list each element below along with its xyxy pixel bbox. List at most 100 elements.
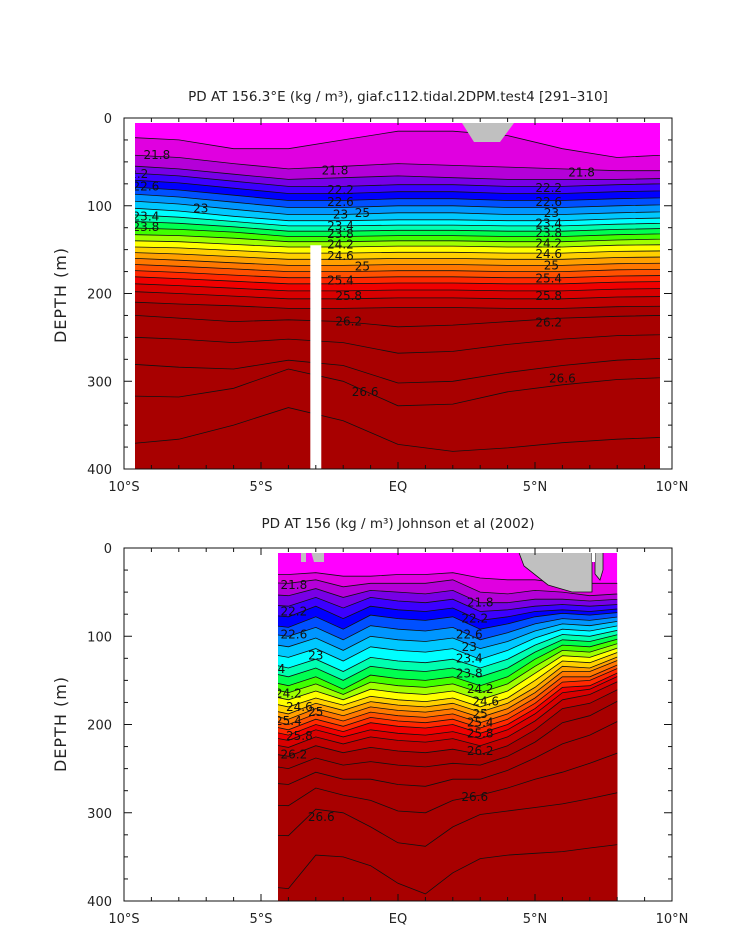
contour-line-24.0 bbox=[135, 234, 660, 243]
x-tick-label: 5°S bbox=[249, 912, 272, 927]
missing-patch bbox=[311, 553, 324, 562]
contour-label: 23 bbox=[333, 208, 348, 222]
contour-line-24.2 bbox=[278, 647, 618, 701]
contour-line-24.6 bbox=[135, 252, 660, 260]
contour-label: 23.8 bbox=[456, 666, 483, 680]
contour-label: 21.8 bbox=[281, 578, 308, 592]
panel-top: PD AT 156.3°E (kg / m³), giaf.c112.tidal… bbox=[51, 89, 689, 495]
contour-line-26.6 bbox=[278, 792, 618, 847]
contour-line-26.2 bbox=[278, 700, 618, 770]
contour-line-25.2 bbox=[278, 668, 618, 731]
x-tick-label: 10°N bbox=[656, 912, 689, 927]
contour-label: 23.8 bbox=[327, 227, 354, 241]
contour-label: 25.4 bbox=[467, 716, 494, 730]
contour-label: 24.6 bbox=[472, 695, 499, 709]
contour-line-22.2 bbox=[135, 172, 660, 187]
contour-label: 25.4 bbox=[535, 272, 562, 286]
contour-label: 25.8 bbox=[467, 726, 494, 740]
contour-line-24.4 bbox=[278, 652, 618, 708]
contour-line-25.4 bbox=[278, 672, 618, 736]
contour-line-24.4 bbox=[135, 246, 660, 254]
contour-label: 25.4 bbox=[327, 273, 354, 287]
contour-line-25.2 bbox=[135, 270, 660, 279]
contour-label: 25 bbox=[355, 259, 370, 273]
contour-line-23.8 bbox=[278, 638, 618, 690]
contour-label: 22.2 bbox=[327, 183, 354, 197]
missing-patch bbox=[462, 123, 514, 142]
contour-line-23.8 bbox=[135, 227, 660, 237]
missing-patch bbox=[518, 553, 593, 593]
x-tick-label: 5°N bbox=[523, 480, 548, 495]
missing-patch bbox=[594, 553, 604, 581]
contour-label: 22.2 bbox=[122, 167, 149, 181]
contour-label: 24.2 bbox=[327, 237, 354, 251]
missing-patch bbox=[301, 553, 306, 562]
contour-label: 24.6 bbox=[535, 247, 562, 261]
contour-label: 23.8 bbox=[535, 226, 562, 240]
contour-label: 23.4 bbox=[535, 216, 562, 230]
contour-line-21.6 bbox=[135, 130, 660, 158]
contour-line-22.6 bbox=[135, 186, 660, 201]
contour-line-26.4 bbox=[135, 334, 660, 354]
contour-line-22.0 bbox=[135, 165, 660, 180]
contour-label: 22.6 bbox=[281, 627, 308, 641]
y-tick-label: 400 bbox=[87, 463, 112, 478]
contour-line-23.0 bbox=[278, 621, 618, 651]
missing-gap bbox=[592, 553, 595, 562]
contour-line-24.0 bbox=[278, 643, 618, 695]
contour-label: 22.6 bbox=[327, 195, 354, 209]
contour-line-23.2 bbox=[135, 207, 660, 222]
contour-label: 24.2 bbox=[535, 236, 562, 250]
contour-line-23.6 bbox=[135, 221, 660, 232]
contour-line-22.6 bbox=[278, 612, 618, 630]
contour-line-23.0 bbox=[135, 200, 660, 215]
contour-line-25.6 bbox=[278, 676, 618, 741]
contour-label: 22.6 bbox=[133, 179, 160, 193]
contour-label: 25 bbox=[544, 258, 559, 272]
y-tick-label: 300 bbox=[87, 375, 112, 390]
x-tick-label: 10°S bbox=[108, 480, 139, 495]
x-tick-label: 5°N bbox=[523, 912, 548, 927]
contour-line-26.5 bbox=[135, 358, 660, 384]
contour-line-26.0 bbox=[278, 689, 618, 757]
x-tick-label: EQ bbox=[389, 912, 407, 927]
contour-line-22.4 bbox=[278, 605, 618, 621]
y-tick-label: 100 bbox=[87, 630, 112, 645]
contour-label: 26.6 bbox=[308, 810, 335, 824]
y-tick-label: 0 bbox=[104, 542, 112, 557]
x-tick-label: 10°S bbox=[108, 912, 139, 927]
y-axis-label: DEPTH (m) bbox=[51, 676, 70, 772]
contour-line-22.8 bbox=[135, 193, 660, 208]
contour-label: 25 bbox=[355, 206, 370, 220]
missing-column bbox=[310, 245, 322, 469]
contour-band-26.7 bbox=[135, 407, 660, 469]
contour-line-21.8 bbox=[135, 154, 660, 172]
contour-line-26.7 bbox=[135, 407, 660, 452]
x-tick-label: 10°N bbox=[656, 480, 689, 495]
chart-title: PD AT 156.3°E (kg / m³), giaf.c112.tidal… bbox=[188, 89, 608, 105]
contour-line-25.6 bbox=[135, 283, 660, 292]
contour-line-21.8 bbox=[278, 579, 618, 597]
contour-line-24.8 bbox=[278, 660, 618, 720]
contour-label: 23.4 bbox=[133, 209, 160, 223]
y-tick-label: 200 bbox=[87, 288, 112, 303]
contour-label: 26.2 bbox=[281, 748, 308, 762]
contour-line-23.6 bbox=[278, 634, 618, 681]
contour-label: 23.4 bbox=[456, 651, 483, 665]
contour-label: 25.8 bbox=[286, 729, 313, 743]
contour-label: 26.6 bbox=[352, 385, 379, 399]
contour-label: 24.2 bbox=[275, 687, 302, 701]
contour-label: 21.8 bbox=[322, 164, 349, 178]
contour-label: 22.6 bbox=[535, 195, 562, 209]
contour-line-26.6 bbox=[135, 368, 660, 407]
contour-line-25.8 bbox=[135, 291, 660, 300]
y-tick-label: 0 bbox=[104, 112, 112, 127]
contour-label: 26.6 bbox=[549, 372, 576, 386]
contour-line-26.7 bbox=[278, 844, 618, 895]
x-tick-label: EQ bbox=[389, 480, 407, 495]
contour-label: 23.8 bbox=[133, 220, 160, 234]
contour-label: 21.8 bbox=[568, 165, 595, 179]
contour-line-25.0 bbox=[135, 264, 660, 272]
contour-label: 26.2 bbox=[535, 315, 562, 329]
